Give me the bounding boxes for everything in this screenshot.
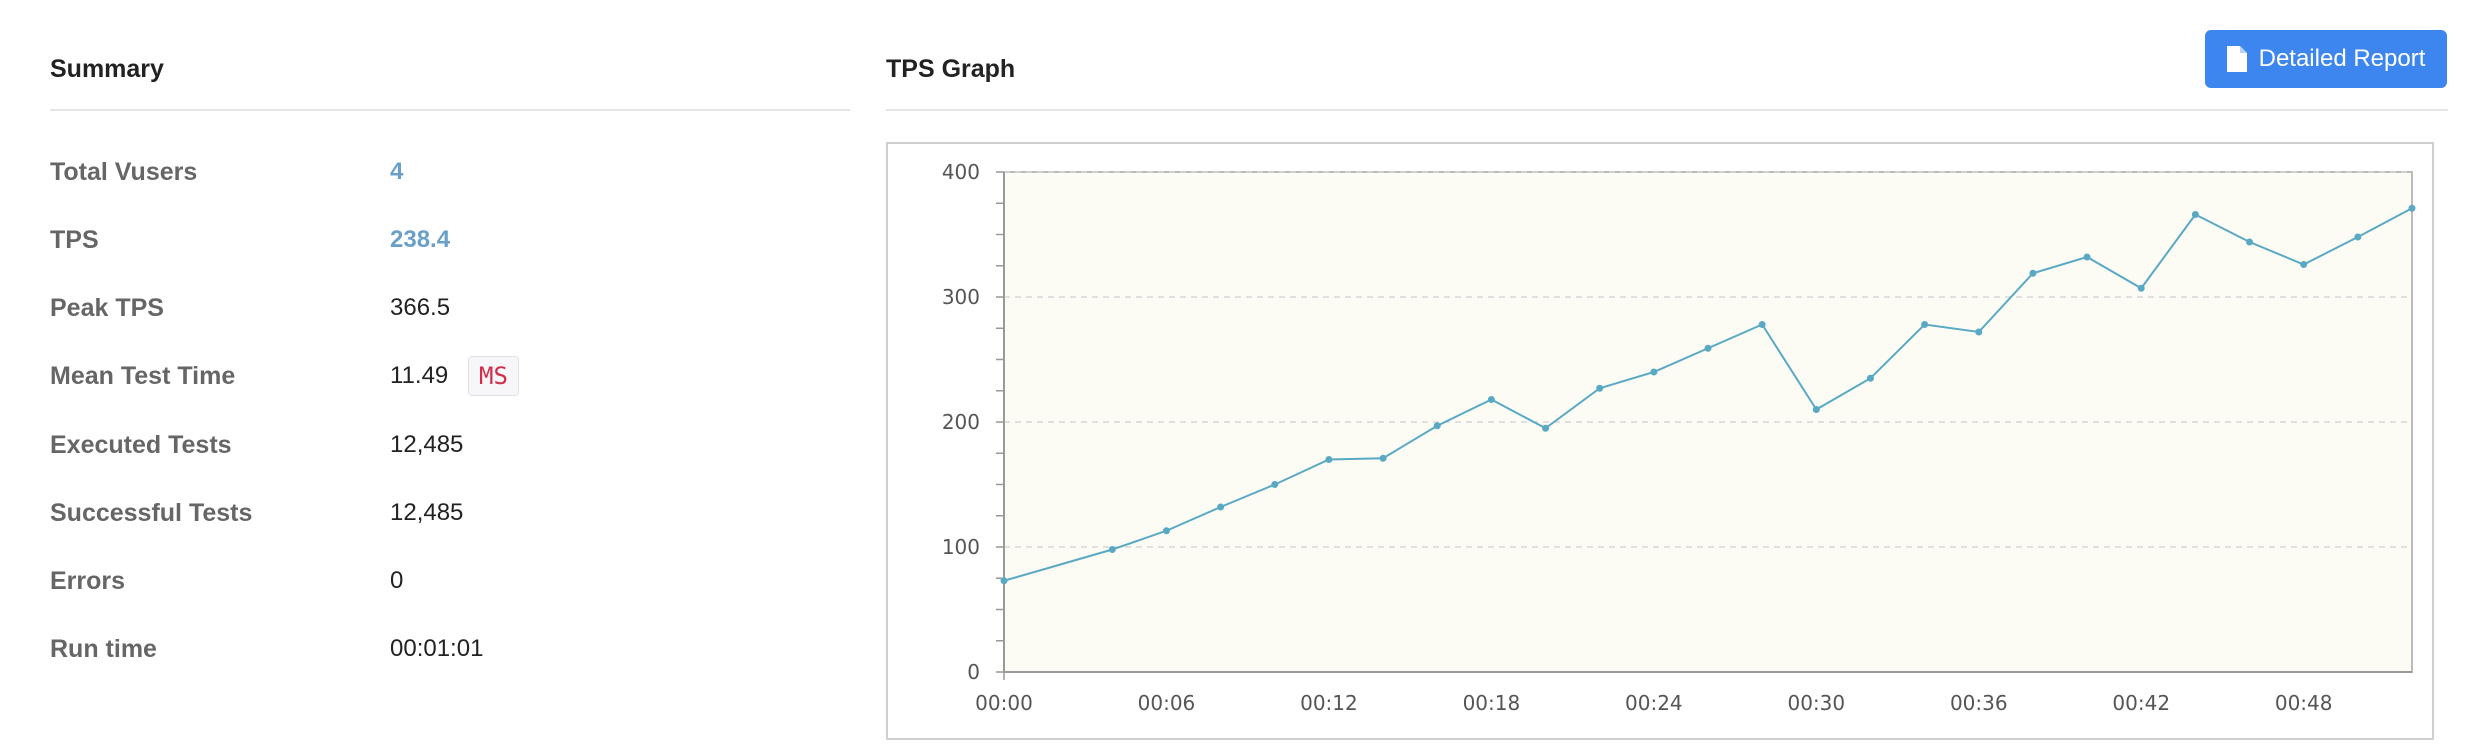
data-point: [1487, 396, 1495, 403]
data-point: [1866, 374, 1874, 382]
data-point: [1596, 384, 1604, 392]
successful-tests-label: Successful Tests: [50, 499, 253, 527]
data-point: [2083, 253, 2091, 261]
peak-tps-value: 366.5: [390, 294, 451, 321]
data-point: [2300, 261, 2308, 268]
mean-test-time-value: 11.49: [390, 362, 449, 389]
data-point: [1162, 527, 1170, 535]
y-tick-label: 100: [942, 535, 980, 559]
x-tick-label: 00:06: [1138, 691, 1196, 715]
data-point: [2354, 233, 2362, 241]
mean-test-time-unit-badge: MS: [468, 356, 519, 396]
y-tick-label: 300: [942, 285, 980, 309]
y-tick-label: 0: [967, 660, 980, 684]
detailed-report-label: Detailed Report: [2258, 45, 2426, 72]
total-vusers-value[interactable]: 4: [390, 158, 404, 185]
summary-title: Summary: [50, 55, 164, 83]
y-tick-label: 200: [942, 410, 980, 434]
data-point: [2408, 204, 2416, 212]
executed-tests-value: 12,485: [390, 431, 464, 458]
file-icon: [2226, 46, 2247, 72]
data-point: [1921, 321, 1929, 328]
x-tick-label: 00:30: [1787, 691, 1845, 715]
errors-value: 0: [390, 567, 404, 594]
x-tick-label: 00:24: [1625, 691, 1683, 715]
row-successful-tests: Successful Tests 12,485: [50, 493, 850, 533]
x-tick-label: 00:18: [1463, 691, 1521, 715]
tps-line-chart: 0 100 200 300 400 00:00 00:06 00:12 00:18 00:24 00…: [942, 160, 2416, 715]
data-point: [1812, 406, 1820, 413]
data-point: [1271, 481, 1279, 488]
row-tps: TPS 238.4: [50, 220, 850, 260]
data-point: [1433, 422, 1441, 430]
data-point: [2246, 238, 2254, 246]
tps-value[interactable]: 238.4: [390, 226, 451, 253]
detailed-report-button[interactable]: Detailed Report: [2205, 30, 2447, 88]
run-time-value: 00:01:01: [390, 635, 484, 662]
row-executed-tests: Executed Tests 12,485: [50, 425, 850, 465]
data-point: [1217, 503, 1225, 511]
data-point: [1975, 328, 1983, 336]
summary-divider: [50, 109, 850, 111]
tps-graph-title: TPS Graph: [886, 55, 1016, 83]
tps-label: TPS: [50, 226, 99, 254]
data-point: [1379, 454, 1387, 462]
row-total-vusers: Total Vusers 4: [50, 152, 850, 192]
executed-tests-label: Executed Tests: [50, 431, 232, 459]
data-point: [1325, 456, 1333, 463]
chart-frame: 0 100 200 300 400 00:00 00:06 00:12 00:18 00:24 00…: [886, 142, 2434, 740]
mean-test-time-label: Mean Test Time: [50, 362, 236, 390]
data-point: [1650, 368, 1658, 376]
data-point: [1108, 546, 1116, 553]
data-point: [1704, 344, 1712, 352]
errors-label: Errors: [50, 567, 126, 595]
graph-divider: [886, 109, 2448, 111]
successful-tests-value: 12,485: [390, 499, 464, 526]
data-point: [2029, 269, 2037, 277]
data-point: [2137, 284, 2145, 292]
data-point: [1542, 424, 1550, 432]
peak-tps-label: Peak TPS: [50, 294, 164, 322]
y-tick-label: 400: [942, 160, 980, 184]
x-tick-label: 00:00: [975, 691, 1033, 715]
total-vusers-label: Total Vusers: [50, 158, 198, 186]
x-tick-label: 00:42: [2112, 691, 2170, 715]
row-errors: Errors 0: [50, 561, 850, 601]
x-tick-label: 00:12: [1300, 691, 1358, 715]
run-time-label: Run time: [50, 635, 157, 663]
row-run-time: Run time 00:01:01: [50, 629, 850, 669]
data-point: [1758, 321, 1766, 328]
x-tick-label: 00:48: [2275, 691, 2333, 715]
data-point: [1000, 577, 1008, 585]
row-peak-tps: Peak TPS 366.5: [50, 288, 850, 328]
series-line: [1003, 207, 2413, 582]
data-point: [2191, 211, 2199, 218]
x-tick-label: 00:36: [1950, 691, 2008, 715]
row-mean-test-time: Mean Test Time 11.49 MS: [50, 356, 850, 396]
